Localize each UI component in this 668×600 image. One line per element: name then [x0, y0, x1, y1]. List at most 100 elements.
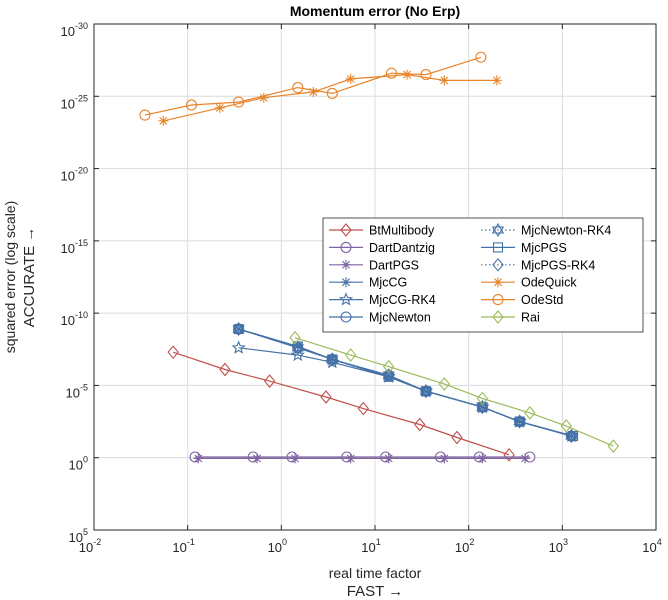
legend-marker-mjccg-rk4: [338, 292, 354, 306]
data-point-dartpgs: [439, 453, 450, 464]
legend-entry-odestd: OdeStd: [481, 293, 563, 307]
data-point-rai: [524, 406, 536, 420]
x-tick-label: 101: [361, 537, 380, 555]
data-point-mjcpgs-rk4: [476, 400, 489, 414]
data-point-mjcpgs-rk4: [513, 414, 526, 429]
legend-marker-mjcpgs: [492, 242, 504, 253]
data-point-dartpgs: [290, 453, 301, 464]
legend-label: MjcCG: [369, 276, 407, 290]
series-odestd: [139, 51, 487, 121]
data-point-dartpgs: [193, 453, 204, 464]
legend-label: OdeQuick: [521, 276, 577, 290]
data-point-rai: [476, 391, 489, 406]
series-btmultibody: [167, 345, 515, 462]
data-point-rai: [438, 377, 451, 391]
legend-label: Rai: [521, 311, 540, 325]
data-point-mjccg-rk4: [290, 347, 305, 362]
data-point-mjcpgs-rk4: [420, 384, 432, 399]
y-tick-label: 10-10: [61, 310, 88, 328]
legend-marker-mjcnewton: [340, 311, 352, 323]
series-line-mjcpgs: [238, 328, 574, 437]
data-point-mjccg-rk4: [231, 340, 246, 354]
series-line-btmultibody: [173, 351, 510, 456]
legend: BtMultibody DartDantzig DartPGS MjcCG MjcCG-…: [322, 217, 644, 333]
series-line-rai: [294, 337, 614, 447]
legend-entry-mjccg-rk4: MjcCG-RK4: [329, 292, 436, 307]
data-point-dartpgs: [383, 453, 394, 464]
legend-entry-mjcpgs: MjcPGS: [481, 241, 567, 255]
x-tick-label: 102: [455, 537, 474, 555]
legend-entry-btmultibody: BtMultibody: [329, 223, 435, 238]
y-tick-label: 10-20: [61, 166, 88, 184]
y-axis-sublabel: ACCURATE →: [21, 227, 38, 328]
legend-label: MjcNewton-RK4: [521, 224, 611, 238]
legend-entry-rai: Rai: [481, 310, 540, 325]
data-point-btmultibody: [413, 417, 426, 432]
data-point-rai: [607, 439, 620, 454]
legend-label: BtMultibody: [369, 224, 435, 238]
data-point-odestd: [233, 96, 245, 108]
data-point-mjcnewton-rk4: [232, 321, 245, 337]
data-point-rai: [289, 330, 301, 345]
legend-box: [322, 217, 644, 333]
legend-label: MjcPGS: [521, 241, 567, 255]
series-mjccg-rk4: [231, 340, 579, 443]
legend-entry-mjccg: MjcCG: [329, 276, 407, 290]
series-line-odestd: [144, 56, 482, 116]
data-point-odequick: [308, 86, 319, 97]
axis-ticks: 10-2 10-1 100 101 102 103 104 10-30 10-25 10-20 10…: [61, 21, 662, 555]
legend-marker-rai: [492, 310, 504, 324]
data-point-mjcpgs-rk4: [232, 322, 245, 336]
y-tick-label: 105: [69, 527, 88, 545]
legend-marker-dartpgs: [341, 259, 351, 270]
x-tick-label: 104: [642, 537, 661, 555]
data-point-odequick: [214, 102, 225, 113]
data-point-odequick: [258, 92, 269, 103]
legend-label: MjcNewton: [369, 311, 431, 325]
data-point-mjcpgs-rk4: [292, 340, 304, 355]
data-point-rai: [344, 348, 357, 362]
data-point-odestd: [326, 87, 338, 99]
data-point-btmultibody: [263, 374, 276, 388]
legend-label: MjcCG-RK4: [369, 293, 436, 307]
x-axis-label: real time factor: [329, 565, 422, 581]
legend-marker-mjccg: [341, 277, 351, 288]
data-point-mjcpgs-rk4: [382, 368, 395, 383]
series-layer: [139, 51, 620, 464]
data-point-odestd: [475, 51, 487, 63]
legend-marker-odestd: [492, 294, 504, 306]
legend-entry-odequick: OdeQuick: [481, 276, 577, 290]
data-point-mjcpgs-rk4: [565, 429, 578, 443]
data-point-dartpgs: [520, 453, 531, 464]
x-tick-label: 100: [268, 537, 287, 555]
y-tick-label: 10-30: [61, 21, 88, 39]
legend-entry-dartpgs: DartPGS: [329, 258, 419, 272]
data-point-btmultibody: [320, 390, 332, 404]
legend-label: MjcPGS-RK4: [521, 258, 595, 272]
data-point-btmultibody: [503, 447, 515, 462]
series-line-odequick: [163, 73, 497, 122]
y-axis-label: squared error (log scale): [2, 201, 18, 354]
legend-label: OdeStd: [521, 293, 563, 307]
series-line-mjcpgs-rk4: [238, 328, 572, 437]
legend-marker-dartdantzig: [340, 241, 352, 253]
series-rai: [289, 330, 620, 454]
data-point-mjcpgs-rk4: [326, 352, 339, 367]
legend-marker-mjcnewton-rk4: [491, 222, 505, 238]
data-point-odestd: [185, 99, 198, 111]
chart-title: Momentum error (No Erp): [290, 3, 460, 19]
legend-entry-dartdantzig: DartDantzig: [329, 241, 435, 255]
y-tick-label: 100: [69, 455, 88, 473]
series-dartpgs: [193, 453, 531, 464]
data-point-odequick: [345, 73, 356, 84]
data-point-btmultibody: [219, 362, 231, 377]
x-tick-label: 10-2: [79, 537, 101, 555]
series-mjcpgs-rk4: [232, 322, 578, 443]
data-point-btmultibody: [167, 345, 179, 360]
legend-label: DartPGS: [369, 258, 419, 272]
data-point-odestd: [139, 109, 151, 121]
series-odequick: [158, 69, 502, 126]
x-tick-label: 103: [549, 537, 568, 555]
y-tick-label: 10-15: [61, 238, 88, 256]
